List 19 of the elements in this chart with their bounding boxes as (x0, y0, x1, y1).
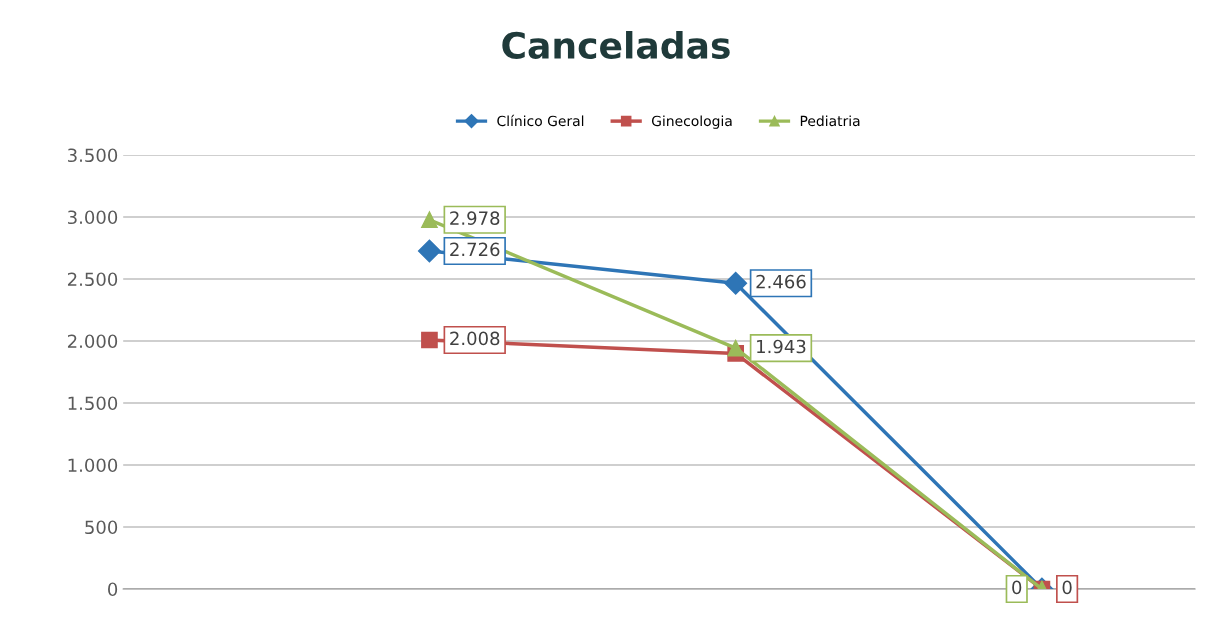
y-tick-label: 1.500 (68, 396, 118, 411)
data-label: 0 (1062, 580, 1072, 595)
data-label: 1.943 (757, 339, 806, 354)
y-tick-label: 0 (108, 582, 118, 597)
y-tick-label: 3.500 (68, 148, 118, 163)
data-label: 0 (1012, 580, 1022, 595)
y-tick-label: 3.000 (68, 210, 118, 225)
y-tick-label: 2.500 (67, 272, 118, 287)
data-label: 2.466 (756, 274, 806, 289)
legend-label: Clínico Geral (497, 114, 584, 127)
legend-label: Ginecologia (651, 115, 732, 129)
legend-label: Pediatria (800, 115, 860, 127)
y-tick-label: 1.000 (68, 458, 118, 473)
y-tick-label: 2.000 (67, 334, 118, 349)
data-label: 2.726 (450, 242, 500, 257)
y-tick-label: 500 (85, 520, 118, 535)
data-label: 2.008 (450, 331, 500, 346)
data-label: 2.978 (450, 211, 500, 225)
chart-title: Canceladas (502, 31, 730, 59)
